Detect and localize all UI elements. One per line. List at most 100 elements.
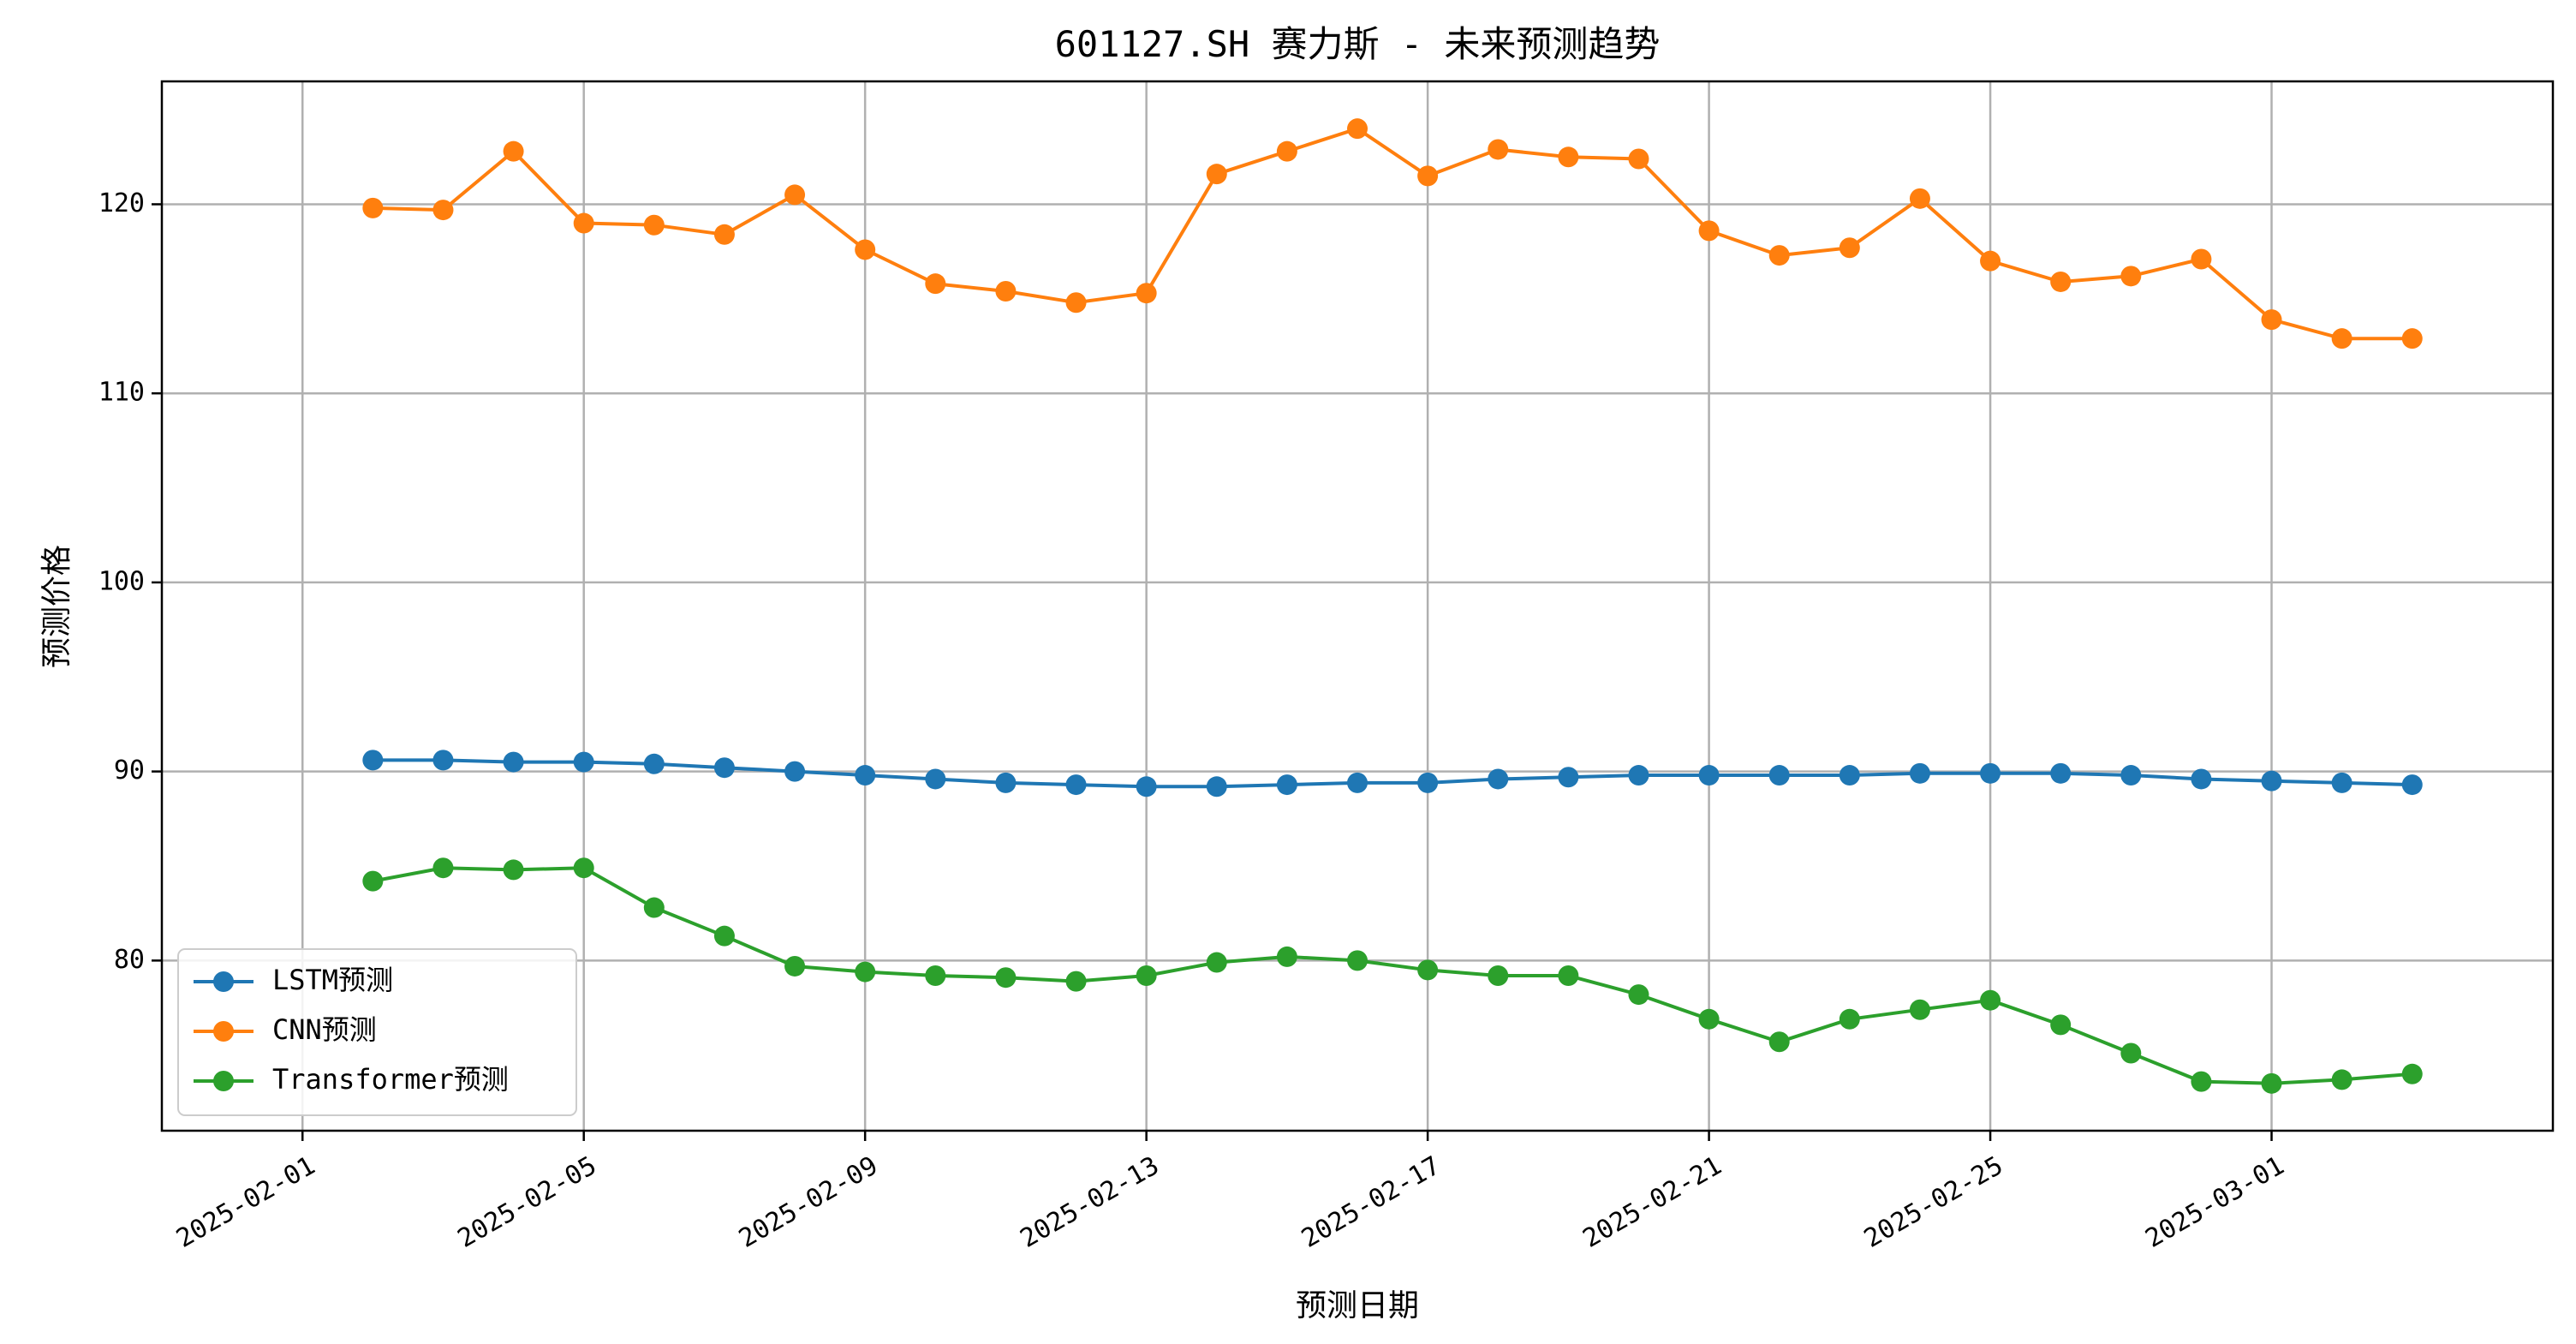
legend-marker [213, 1071, 234, 1091]
data-point [1488, 768, 1509, 790]
data-point [995, 772, 1017, 793]
data-point [855, 239, 876, 260]
data-point [1417, 165, 1439, 187]
data-point [1276, 774, 1297, 796]
y-tick-label: 100 [98, 566, 145, 596]
data-point [1628, 148, 1649, 170]
data-point [643, 897, 665, 918]
data-point [995, 967, 1017, 989]
series-line [373, 758, 2412, 789]
legend-item: LSTM预测 [194, 964, 393, 996]
data-point [2050, 1014, 2072, 1036]
data-point [503, 751, 524, 773]
data-point [1136, 965, 1157, 987]
data-point [1065, 774, 1087, 796]
data-point [1628, 984, 1649, 1006]
data-point [1276, 946, 1297, 967]
data-point [1276, 140, 1297, 162]
data-point [2401, 774, 2423, 796]
data-point [1206, 164, 1227, 185]
data-point [2191, 248, 2212, 270]
data-point [503, 859, 524, 881]
data-point [1136, 283, 1157, 304]
data-point [1065, 292, 1087, 314]
data-point [1136, 776, 1157, 797]
legend-item: CNN预测 [194, 1013, 377, 1046]
data-point [1839, 1008, 1860, 1030]
data-point [2261, 770, 2282, 791]
data-point [713, 757, 735, 779]
data-point [2120, 266, 2142, 287]
legend-label: Transformer预测 [272, 1063, 509, 1096]
data-point [2331, 1069, 2352, 1090]
legend-label: CNN预测 [272, 1013, 377, 1046]
data-point [362, 750, 384, 771]
legend: LSTM预测 CNN预测 Transformer预测 [177, 948, 577, 1116]
series-group [362, 118, 2423, 1094]
data-point [1347, 950, 1368, 971]
data-point [855, 961, 876, 983]
data-point [2401, 1063, 2423, 1084]
data-point [995, 281, 1017, 302]
data-point [2191, 1071, 2212, 1092]
data-point [1909, 762, 1930, 784]
data-point [925, 273, 946, 295]
data-point [1558, 146, 1579, 168]
chart-title: 601127.SH 赛力斯 - 未来预测趋势 [1055, 23, 1661, 65]
data-point [784, 184, 806, 206]
data-point [1698, 765, 1720, 786]
data-point [2120, 1042, 2142, 1064]
data-point [1768, 245, 1790, 266]
data-point [713, 925, 735, 947]
legend-marker [213, 971, 234, 992]
data-point [432, 857, 454, 879]
series-1 [362, 118, 2423, 349]
data-point [573, 751, 594, 773]
data-point [2261, 1072, 2282, 1094]
data-point [2261, 309, 2282, 331]
data-point [1980, 250, 2001, 272]
x-axis-label: 预测日期 [1296, 1288, 1419, 1323]
data-point [1065, 971, 1087, 992]
series-2 [362, 857, 2423, 1094]
data-point [1417, 772, 1439, 793]
data-point [1980, 762, 2001, 784]
data-point [1839, 765, 1860, 786]
data-point [2191, 768, 2212, 790]
data-point [1698, 220, 1720, 242]
data-point [1206, 776, 1227, 797]
series-0 [362, 750, 2423, 797]
plot-frame [160, 80, 2555, 1132]
series-line [373, 866, 2412, 1085]
data-point [2331, 328, 2352, 349]
data-point [1347, 772, 1368, 793]
data-point [784, 761, 806, 782]
legend-box [177, 948, 577, 1116]
data-point [1558, 767, 1579, 788]
data-point [1839, 237, 1860, 259]
data-point [1980, 989, 2001, 1011]
data-point [573, 212, 594, 234]
data-point [573, 857, 594, 879]
y-tick-label: 80 [114, 945, 145, 975]
y-tick-label: 90 [114, 756, 145, 785]
data-point [1698, 1008, 1720, 1030]
data-point [855, 765, 876, 786]
data-point [925, 965, 946, 987]
data-point [503, 140, 524, 162]
data-point [432, 200, 454, 221]
data-point [432, 750, 454, 771]
data-point [1417, 959, 1439, 981]
data-point [643, 753, 665, 774]
data-point [2401, 328, 2423, 349]
y-axis-label: 预测价格 [39, 545, 75, 668]
data-point [1909, 188, 1930, 209]
data-point [2120, 765, 2142, 786]
data-point [1347, 118, 1368, 140]
data-point [2331, 772, 2352, 793]
data-point [1909, 999, 1930, 1020]
data-point [1488, 139, 1509, 160]
y-tick-label: 120 [98, 188, 145, 218]
